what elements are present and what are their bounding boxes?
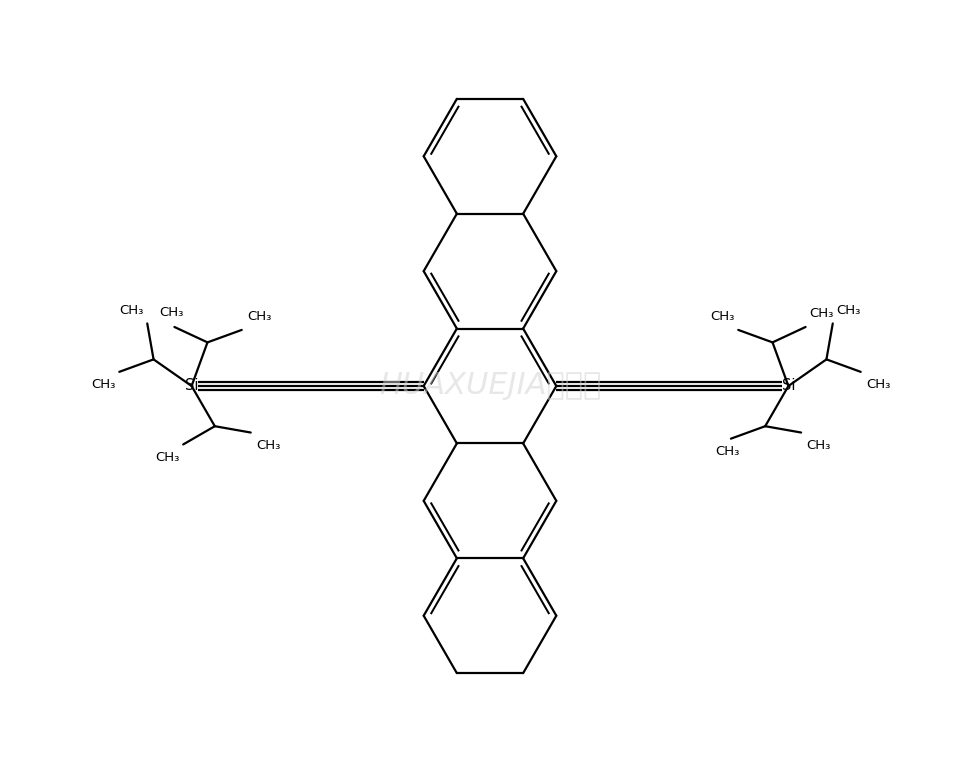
Text: CH₃: CH₃: [808, 307, 833, 320]
Text: Si: Si: [782, 378, 795, 394]
Text: CH₃: CH₃: [120, 304, 144, 317]
Text: CH₃: CH₃: [256, 439, 280, 452]
Text: CH₃: CH₃: [807, 439, 831, 452]
Text: CH₃: CH₃: [866, 378, 891, 391]
Text: CH₃: CH₃: [247, 310, 271, 323]
Text: CH₃: CH₃: [710, 310, 735, 323]
Text: CH₃: CH₃: [836, 304, 860, 317]
Text: CH₃: CH₃: [159, 306, 183, 319]
Text: CH₃: CH₃: [156, 451, 180, 464]
Text: Si: Si: [185, 378, 198, 394]
Text: HUAXUEJIA化学加: HUAXUEJIA化学加: [379, 371, 601, 401]
Text: CH₃: CH₃: [91, 378, 116, 391]
Text: CH₃: CH₃: [715, 445, 740, 459]
